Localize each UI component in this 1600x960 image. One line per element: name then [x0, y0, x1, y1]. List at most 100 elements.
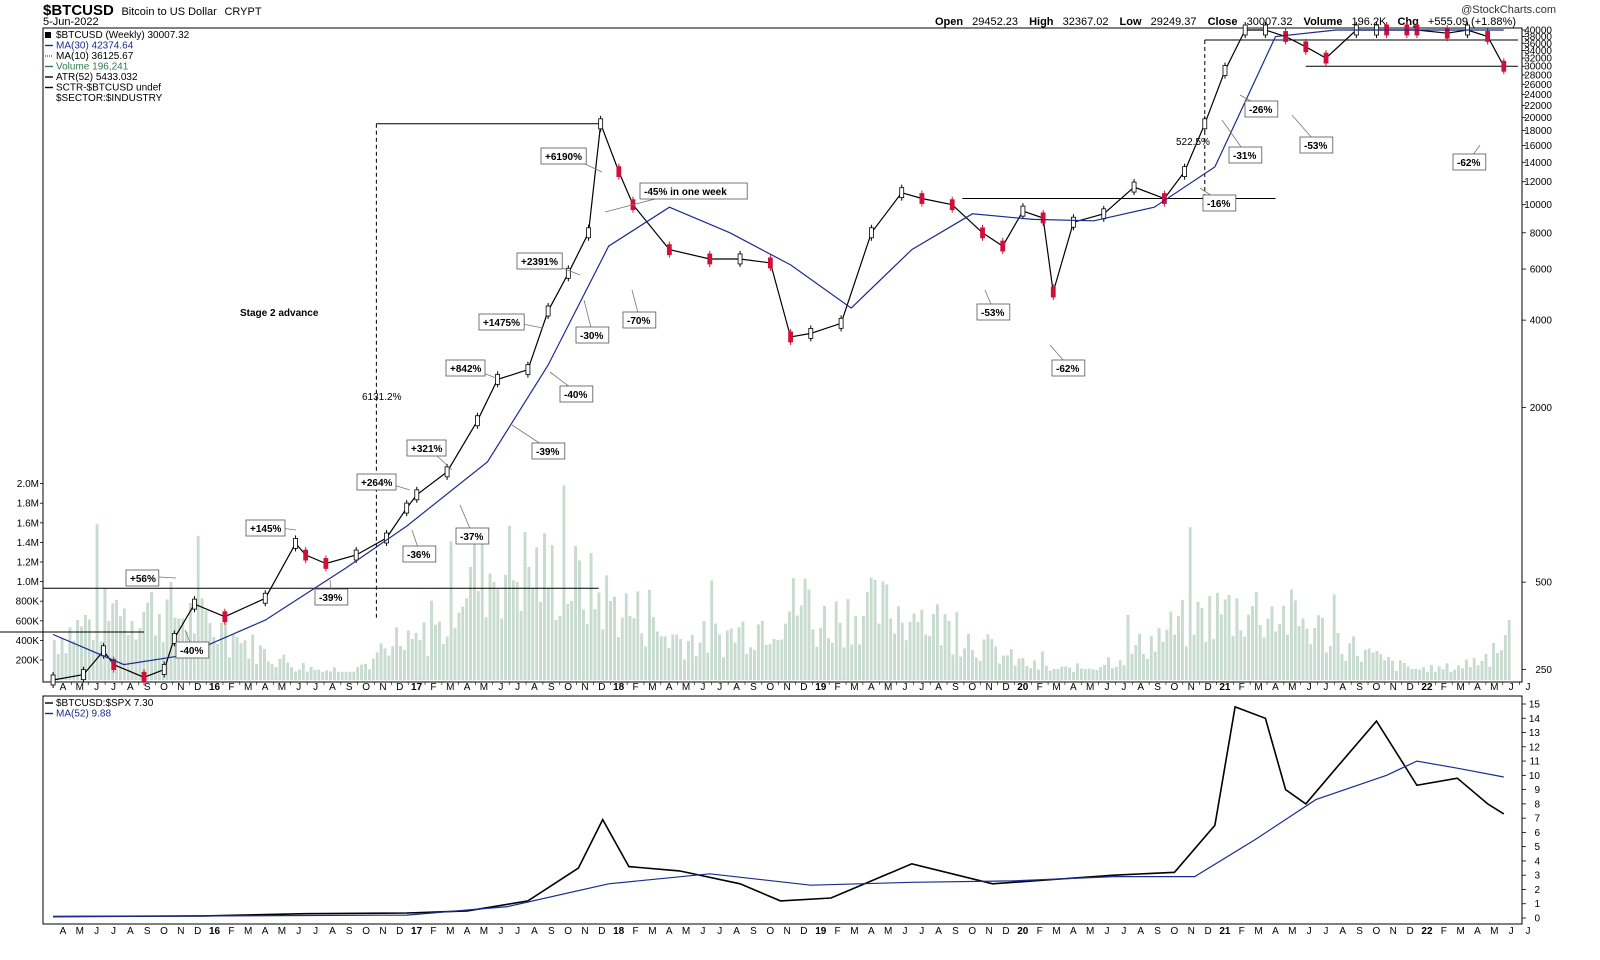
volume-bar — [815, 646, 819, 681]
volume-bar — [694, 656, 698, 681]
volume-bar — [687, 641, 690, 681]
volume-bar — [301, 663, 305, 681]
volume-bar — [702, 621, 706, 681]
volume-bar — [1079, 668, 1083, 681]
volume-bar — [1293, 600, 1297, 681]
price-tick-label: 250 — [1535, 665, 1552, 676]
volume-bar — [1239, 630, 1243, 681]
annotation-box — [175, 641, 210, 659]
volume-bar — [68, 627, 72, 681]
volume-bar — [414, 632, 418, 681]
ratio-x-axis-label: J — [1307, 926, 1312, 937]
volume-bar — [1107, 657, 1110, 681]
x-axis-label: J — [919, 682, 924, 693]
ratio-x-axis-label: S — [1356, 926, 1363, 937]
annotation-box — [516, 252, 563, 270]
volume-bar — [1328, 645, 1332, 681]
volume-bar — [278, 658, 282, 681]
x-axis-label: O — [160, 682, 168, 693]
volume-bar — [231, 633, 235, 681]
x-axis-label: A — [1474, 682, 1481, 693]
price-candle-body — [808, 328, 814, 339]
volume-bar — [1426, 671, 1429, 681]
volume-bar — [251, 634, 255, 681]
annotation-box — [314, 588, 349, 606]
volume-tick-label: 800K — [16, 597, 40, 608]
volume-bar — [827, 638, 830, 681]
volume-bar — [418, 640, 422, 681]
annotation-label: -39% — [536, 447, 559, 458]
volume-bar — [1286, 634, 1289, 681]
ratio-x-axis-label: J — [700, 926, 705, 937]
volume-bar — [959, 656, 963, 681]
volume-bar — [1157, 628, 1161, 681]
volume-bar — [243, 640, 247, 681]
volume-bar — [1247, 614, 1250, 681]
volume-bar — [932, 614, 935, 681]
price-candle-body — [50, 674, 56, 686]
volume-bar — [893, 633, 896, 681]
price-tick-label: 28000 — [1524, 70, 1552, 81]
volume-bar — [784, 623, 787, 681]
x-axis-label: N — [581, 682, 588, 693]
x-axis-label: A — [935, 682, 942, 693]
volume-bar — [679, 639, 682, 681]
annotation-box — [622, 311, 657, 329]
trend-lines — [0, 39, 1518, 633]
price-tick-label: 32000 — [1524, 54, 1552, 65]
volume-bar — [1414, 669, 1418, 681]
volume-bar — [286, 662, 290, 681]
volume-bar — [842, 647, 846, 681]
ratio-x-axis-label: D — [1407, 926, 1414, 937]
volume-bar — [807, 589, 811, 681]
high-label: High — [1029, 16, 1054, 28]
volume-bar — [1344, 661, 1348, 681]
volume-bar — [834, 601, 838, 681]
volume-bar — [1356, 656, 1359, 681]
volume-bar — [216, 644, 220, 681]
annotation-label: -30% — [580, 331, 603, 342]
ratio-x-axis-label: A — [935, 926, 942, 937]
price-tick-label: 4000 — [1530, 316, 1553, 327]
annotation-label: -53% — [981, 308, 1004, 319]
volume-bar — [480, 532, 484, 681]
x-axis-label: F — [1239, 682, 1245, 693]
price-candle-body — [303, 549, 309, 561]
volume-bar — [1091, 669, 1095, 681]
price-tick-label: 16000 — [1524, 141, 1552, 152]
price-candle-body — [1485, 31, 1491, 42]
volume-bar — [1146, 659, 1149, 681]
volume-bar — [99, 641, 103, 681]
volume-bar — [1290, 589, 1293, 681]
legend-entry: SCTR-$BTCUSD undef — [56, 83, 161, 94]
price-candle-body — [1303, 41, 1309, 53]
volume-bar — [138, 628, 142, 681]
volume-bar — [562, 485, 566, 681]
price-tick-label: 38000 — [1524, 32, 1552, 43]
volume-bar — [1149, 636, 1153, 681]
volume-bar — [122, 608, 126, 681]
price-candle-body — [161, 664, 167, 675]
volume-bar — [1496, 653, 1499, 681]
x-axis-label: S — [548, 682, 555, 693]
volume-bar — [1138, 633, 1141, 681]
volume-bar — [1188, 527, 1192, 681]
x-axis-label: A — [60, 682, 67, 693]
x-axis-label: J — [717, 682, 722, 693]
volume-bar — [951, 654, 955, 681]
volume-bar — [430, 600, 433, 681]
volume-bar — [1130, 653, 1134, 681]
volume-bar — [659, 636, 663, 681]
legend-entry: MA(30) 42374.64 — [56, 41, 134, 52]
ratio-x-axis-label: M — [1288, 926, 1296, 937]
volume-bar — [360, 664, 363, 681]
volume-bar — [722, 657, 725, 681]
ratio-x-axis-label: J — [1105, 926, 1110, 937]
volume-tick-label: 1.8M — [17, 499, 39, 510]
price-candle-body — [222, 611, 228, 623]
volume-bar — [1476, 665, 1480, 681]
price-candle-body — [192, 598, 197, 610]
volume-bar — [1418, 669, 1422, 681]
volume-bar — [56, 654, 60, 681]
volume-bar — [1472, 658, 1476, 681]
